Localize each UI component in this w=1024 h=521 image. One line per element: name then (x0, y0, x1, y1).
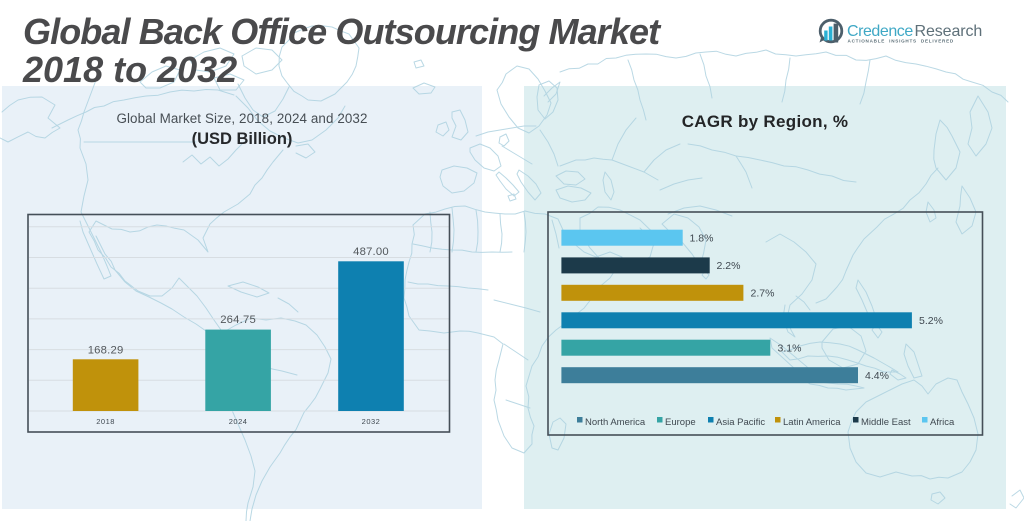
svg-text:North America: North America (585, 417, 646, 428)
svg-text:168.29: 168.29 (88, 345, 124, 357)
svg-text:Europe: Europe (665, 417, 696, 428)
svg-text:2024: 2024 (229, 417, 248, 426)
svg-text:1.8%: 1.8% (690, 233, 714, 245)
svg-text:Latin America: Latin America (783, 417, 841, 428)
svg-text:2018: 2018 (96, 417, 115, 426)
svg-text:5.2%: 5.2% (919, 315, 943, 327)
svg-text:2032: 2032 (362, 417, 381, 426)
svg-text:2.2%: 2.2% (717, 260, 741, 272)
svg-text:ACTIONABLE INSIGHTS DELIVERE: ACTIONABLE INSIGHTS DELIVERED (848, 39, 954, 44)
svg-text:Asia Pacific: Asia Pacific (716, 417, 765, 428)
svg-text:2.7%: 2.7% (751, 288, 775, 300)
svg-text:Middle East: Middle East (861, 417, 911, 428)
svg-text:3.1%: 3.1% (778, 343, 802, 355)
svg-text:Africa: Africa (930, 417, 955, 428)
svg-text:4.4%: 4.4% (865, 370, 889, 382)
svg-text:Credence: Credence (847, 23, 913, 40)
svg-text:Research: Research (915, 23, 983, 40)
svg-text:264.75: 264.75 (220, 314, 256, 326)
svg-text:487.00: 487.00 (353, 246, 389, 258)
